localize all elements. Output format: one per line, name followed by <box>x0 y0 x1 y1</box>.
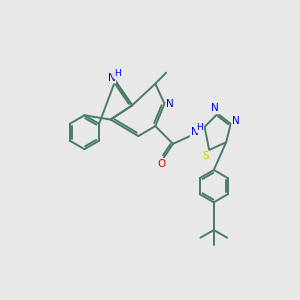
Text: N: N <box>191 127 198 137</box>
Text: N: N <box>212 103 219 113</box>
Text: N: N <box>232 116 240 126</box>
Text: H: H <box>196 123 203 132</box>
Text: N: N <box>107 73 115 82</box>
Text: H: H <box>114 69 121 78</box>
Text: S: S <box>202 151 209 161</box>
Text: O: O <box>157 159 166 169</box>
Text: N: N <box>166 99 174 109</box>
